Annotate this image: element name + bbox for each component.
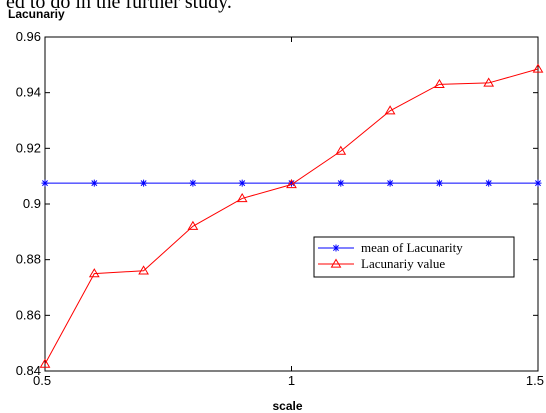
legend-label-0: mean of Lacunarity	[361, 240, 463, 255]
y-tick-label: 0.96	[16, 29, 41, 44]
data-point-1-0	[39, 358, 51, 368]
legend-label-1: Lacunariy value	[361, 256, 445, 271]
cropped-body-text: ed to do in the further study.	[6, 0, 232, 13]
data-point-1-2	[138, 265, 149, 275]
y-tick-label: 0.94	[16, 85, 41, 100]
y-tick-label: 0.9	[23, 196, 41, 211]
y-axis-label: Lacunariy	[8, 7, 65, 21]
data-point-0-6	[337, 179, 345, 187]
data-point-0-8	[435, 179, 443, 187]
data-point-0-10	[534, 179, 542, 187]
x-tick-label: 0.5	[33, 373, 51, 388]
y-tick-label: 0.84	[16, 363, 41, 378]
y-tick-label: 0.92	[16, 140, 41, 155]
plot-frame	[44, 36, 539, 372]
data-point-1-4	[236, 192, 248, 203]
x-tick-label: 1	[288, 373, 295, 388]
data-point-0-7	[386, 179, 394, 187]
y-tick-label: 0.86	[16, 307, 41, 322]
data-point-1-7	[384, 105, 396, 115]
data-point-1-9	[483, 77, 495, 87]
x-tick-label: 1.5	[526, 373, 544, 388]
data-point-0-2	[140, 179, 148, 187]
data-point-0-4	[238, 179, 246, 187]
data-point-1-3	[187, 220, 199, 230]
data-point-1-1	[88, 268, 100, 278]
data-point-0-3	[189, 179, 197, 187]
data-point-0-9	[485, 179, 493, 187]
x-axis-label: scale	[272, 399, 302, 413]
data-point-1-5	[286, 179, 297, 189]
series-line-1	[44, 68, 539, 365]
data-point-1-8	[434, 78, 445, 88]
data-point-0-0	[41, 179, 49, 187]
y-tick-label: 0.88	[16, 252, 41, 267]
legend-marker-1	[330, 258, 342, 268]
legend-marker-0	[332, 244, 340, 252]
data-point-1-6	[335, 145, 347, 155]
data-point-0-1	[90, 179, 98, 187]
legend-box	[313, 236, 515, 278]
data-point-1-10	[532, 63, 544, 73]
